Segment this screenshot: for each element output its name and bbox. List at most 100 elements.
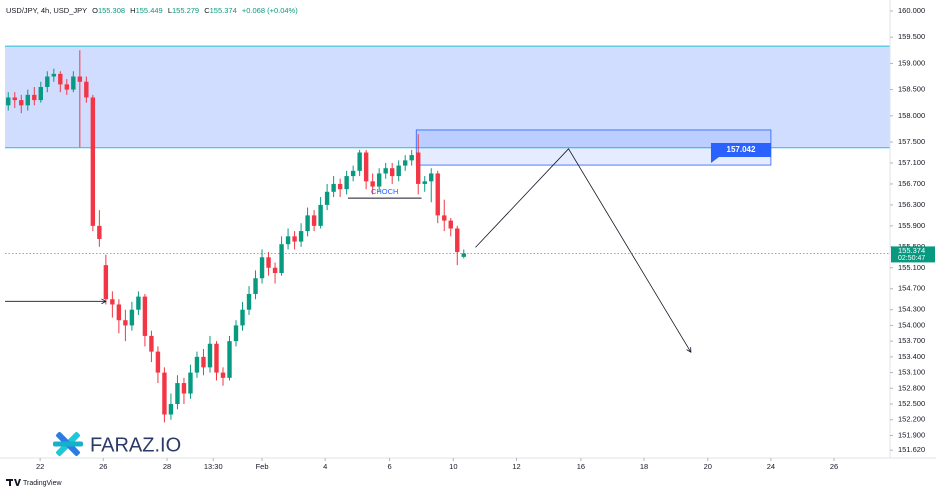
y-tick-label: 159.500 (898, 32, 925, 41)
projection-arrowhead (686, 347, 692, 353)
candle-body (272, 267, 278, 274)
y-tick-label: 153.700 (898, 336, 925, 345)
candle-body (142, 296, 148, 336)
candle-body (350, 170, 356, 177)
candle-body (32, 94, 37, 101)
candle-body (110, 299, 115, 305)
y-tick-label: 151.900 (898, 430, 925, 439)
candle-body (311, 215, 317, 226)
x-tick-label: 26 (99, 462, 107, 471)
level-arrowhead (101, 298, 107, 305)
candles-layer (6, 50, 466, 423)
candle-body (103, 265, 109, 300)
ohlc-label: C (204, 6, 210, 15)
ohlc-value: 155.279 (172, 6, 199, 15)
candle-body (448, 220, 453, 229)
target-callout (710, 143, 771, 164)
candle-body (123, 320, 128, 326)
candle-body (19, 100, 24, 106)
candle-body (455, 228, 460, 253)
x-tick-label: 20 (704, 462, 712, 471)
candle-body (45, 76, 50, 87)
candle-body (416, 152, 421, 184)
x-tick-label: 12 (512, 462, 520, 471)
candle-body (285, 236, 291, 245)
candle-body (58, 73, 63, 85)
candle-body (227, 341, 232, 378)
watermark-logo: FARAZ.IO (53, 432, 181, 456)
candle-body (97, 225, 102, 239)
y-tick-label: 158.000 (898, 111, 925, 120)
ohlc-value: 155.449 (136, 6, 163, 15)
y-tick-label: 157.100 (898, 158, 925, 167)
price-tag-value: 155.374 (898, 246, 925, 255)
x-tick-label: 16 (577, 462, 585, 471)
candle-body (214, 343, 219, 373)
candle-body (77, 76, 83, 82)
y-tick-label: 154.000 (898, 320, 925, 329)
x-tick-label: 13:30 (204, 462, 223, 471)
y-tick-label: 152.500 (898, 399, 925, 408)
y-tick-label: 156.300 (898, 200, 925, 209)
candle-body (25, 94, 30, 106)
candle-body (324, 191, 330, 205)
candle-body (136, 296, 141, 310)
candle-body (298, 231, 304, 242)
axes-layer: 160.000 159.500 159.000 158.500 158.000 157.5… (36, 6, 935, 471)
target-label: 157.042 (727, 145, 756, 154)
candle-body (162, 372, 167, 415)
candle-body (396, 165, 401, 177)
candle-body (181, 383, 187, 394)
candle-body (331, 183, 336, 192)
y-tick-label: 154.300 (898, 305, 925, 314)
candle-body (292, 236, 297, 242)
x-tick-label: 18 (640, 462, 648, 471)
candle-body (429, 173, 434, 182)
ohlc-value: 155.308 (98, 6, 125, 15)
footer-logo: TradingView (6, 479, 62, 487)
candle-body (12, 97, 17, 101)
candle-body (194, 356, 200, 373)
candle-body (155, 351, 161, 373)
y-tick-label: 153.100 (898, 368, 925, 377)
y-tick-label: 152.800 (898, 383, 925, 392)
x-tick-label: 22 (36, 462, 44, 471)
candle-body (51, 73, 57, 77)
y-tick-label: 154.700 (898, 284, 925, 293)
x-tick-label: 4 (323, 462, 327, 471)
candle-body (403, 160, 408, 166)
watermark-text: FARAZ.IO (90, 434, 181, 456)
change: +0.068 (+0.04%) (242, 6, 298, 15)
candle-body (38, 86, 43, 101)
candle-body (6, 97, 11, 106)
x-tick-label: Feb (256, 462, 269, 471)
x-tick-label: 24 (767, 462, 775, 471)
candle-body (442, 215, 447, 221)
candle-body (220, 372, 226, 378)
y-tick-label: 155.100 (898, 263, 925, 272)
ohlc-value: 155.374 (210, 6, 237, 15)
supply-zone (5, 46, 890, 148)
price-tag-countdown: 02:50:47 (898, 255, 925, 262)
candle-body (266, 257, 271, 268)
candle-body (233, 325, 239, 342)
candle-body (259, 257, 265, 279)
x-tick-label: 10 (449, 462, 457, 471)
candle-body (389, 168, 395, 177)
candle-body (64, 84, 70, 90)
candle-body (246, 293, 252, 310)
candle-body (207, 343, 213, 368)
candle-body (90, 97, 96, 226)
candle-body (129, 309, 135, 326)
candle-body (168, 404, 174, 415)
drawings-layer: CHOCH 157.042 (5, 143, 890, 353)
ohlc-label: H (130, 6, 135, 15)
candle-body (344, 176, 349, 190)
candle-body (363, 152, 369, 182)
candle-body (409, 155, 414, 161)
candle-body (435, 173, 440, 216)
candle-body (175, 383, 180, 405)
y-tick-label: 155.500 (898, 242, 925, 251)
candle-body (318, 204, 323, 226)
